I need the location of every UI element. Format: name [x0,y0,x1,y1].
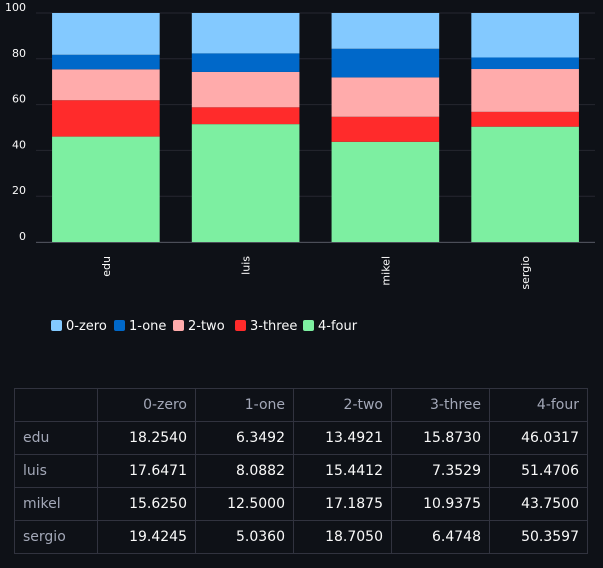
legend-swatch [303,320,314,331]
legend-label: 1-one [129,319,166,334]
table-cell[interactable]: 6.4748 [391,520,490,554]
table-cell[interactable]: 12.5000 [195,487,294,521]
legend-item-4-four[interactable]: 4-four [303,319,358,334]
legend-item-0-zero[interactable]: 0-zero [51,319,107,334]
table-cell[interactable]: 15.8730 [391,421,490,455]
bar-edu-3-three[interactable] [52,100,160,137]
bar-sergio-3-three[interactable] [471,111,579,127]
y-tick-label: 100 [5,1,26,14]
table-cell[interactable]: 7.3529 [391,454,490,488]
bar-mikel-3-three[interactable] [331,116,440,142]
data-table: 0-zero 1-one 2-two 3-three 4-four edu 18… [14,388,588,554]
legend-label: 3-three [250,319,297,334]
bar-sergio-1-one[interactable] [471,57,579,70]
column-header-0-zero[interactable]: 0-zero [97,388,196,422]
table-row: mikel 15.6250 12.5000 17.1875 10.9375 43… [14,487,588,521]
x-tick-label: sergio [519,256,532,290]
table-cell[interactable]: 51.4706 [489,454,588,488]
column-header-4-four[interactable]: 4-four [489,388,588,422]
legend-swatch [114,320,125,331]
table-row: luis 17.6471 8.0882 15.4412 7.3529 51.47… [14,454,588,488]
bar-luis-1-one[interactable] [191,53,300,72]
y-tick-label: 0 [19,230,26,243]
bar-luis-4-four[interactable] [191,124,300,242]
table-row: edu 18.2540 6.3492 13.4921 15.8730 46.03… [14,421,588,455]
x-tick-label: edu [100,256,113,277]
table-header-row: 0-zero 1-one 2-two 3-three 4-four [14,388,588,422]
row-label: mikel [14,487,98,521]
table-cell[interactable]: 19.4245 [97,520,196,554]
x-tick-label: luis [240,256,253,275]
y-tick-label: 80 [12,47,26,60]
bar-mikel-1-one[interactable] [331,48,440,78]
y-tick-label: 40 [12,138,26,151]
bar-luis-0-zero[interactable] [191,13,300,54]
table-cell[interactable]: 46.0317 [489,421,588,455]
table-cell[interactable]: 15.6250 [97,487,196,521]
bar-edu-2-two[interactable] [52,69,160,101]
legend-label: 2-two [188,319,225,334]
legend-label: 4-four [318,319,358,334]
table-cell[interactable]: 13.4921 [293,421,392,455]
bar-mikel-4-four[interactable] [331,141,440,242]
table-corner-header [14,388,98,422]
bar-luis-3-three[interactable] [191,107,300,125]
table-cell[interactable]: 43.7500 [489,487,588,521]
legend-item-2-two[interactable]: 2-two [173,319,225,334]
stacked-bar-chart: 0 20 40 60 80 100 edu luis mikel sergio 0-zero 1-o… [5,1,595,334]
row-label: luis [14,454,98,488]
table-cell[interactable]: 15.4412 [293,454,392,488]
bar-mikel-0-zero[interactable] [331,13,440,49]
bar-edu-0-zero[interactable] [52,13,160,55]
legend-item-1-one[interactable]: 1-one [114,319,166,334]
axes: 0 20 40 60 80 100 edu luis mikel sergio [5,1,595,290]
column-header-1-one[interactable]: 1-one [195,388,294,422]
bar-sergio-0-zero[interactable] [471,13,579,58]
table-cell[interactable]: 17.6471 [97,454,196,488]
legend-item-3-three[interactable]: 3-three [235,319,297,334]
bar-mikel-2-two[interactable] [331,77,440,117]
table-cell[interactable]: 10.9375 [391,487,490,521]
row-label: edu [14,421,98,455]
table-cell[interactable]: 8.0882 [195,454,294,488]
legend-swatch [173,320,184,331]
table-row: sergio 19.4245 5.0360 18.7050 6.4748 50.… [14,520,588,554]
bar-sergio-4-four[interactable] [471,126,579,242]
table-cell[interactable]: 50.3597 [489,520,588,554]
legend-swatch [51,320,62,331]
table-cell[interactable]: 18.2540 [97,421,196,455]
legend-label: 0-zero [66,319,107,334]
table-cell[interactable]: 6.3492 [195,421,294,455]
table-cell[interactable]: 18.7050 [293,520,392,554]
bars [52,13,579,242]
x-tick-label: mikel [379,256,392,286]
column-header-3-three[interactable]: 3-three [391,388,490,422]
bar-edu-1-one[interactable] [52,54,160,70]
bar-luis-2-two[interactable] [191,71,300,108]
y-tick-label: 60 [12,93,26,106]
row-label: sergio [14,520,98,554]
bar-sergio-2-two[interactable] [471,69,579,112]
bar-edu-4-four[interactable] [52,136,160,242]
legend-swatch [235,320,246,331]
legend: 0-zero 1-one 2-two 3-three 4-four [51,319,358,334]
table-cell[interactable]: 17.1875 [293,487,392,521]
y-tick-label: 20 [12,184,26,197]
column-header-2-two[interactable]: 2-two [293,388,392,422]
table-cell[interactable]: 5.0360 [195,520,294,554]
